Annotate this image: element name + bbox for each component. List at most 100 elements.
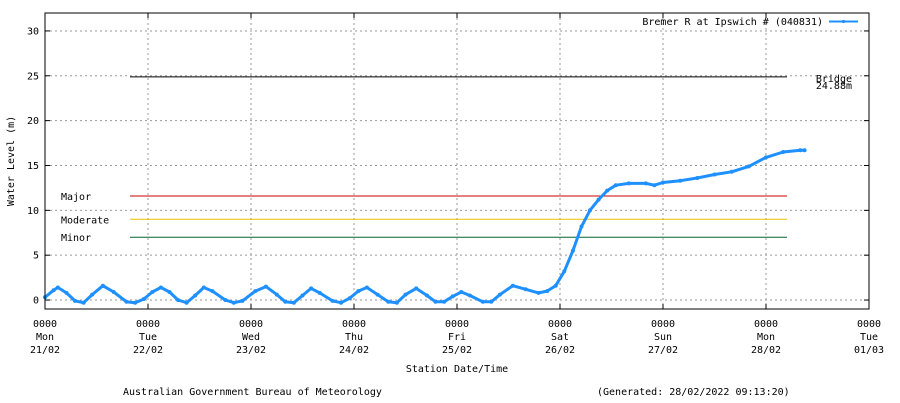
x-tick-label-time: 0000 xyxy=(342,319,366,330)
data-point xyxy=(73,298,77,303)
data-point xyxy=(184,300,189,305)
x-tick-label-date: 21/02 xyxy=(30,345,60,356)
legend: Bremer R at Ipswich # (040831) xyxy=(642,17,858,28)
data-point xyxy=(678,178,683,183)
data-point xyxy=(562,269,567,274)
data-point xyxy=(489,299,494,304)
data-point xyxy=(330,298,335,303)
data-point xyxy=(661,180,665,185)
data-point xyxy=(570,248,575,253)
data-point xyxy=(283,299,288,304)
x-tick-label-day: Tue xyxy=(139,332,157,343)
data-point xyxy=(111,290,116,294)
x-tick-label-time: 0000 xyxy=(239,319,263,330)
data-point xyxy=(274,292,279,297)
data-point xyxy=(433,299,438,304)
data-point xyxy=(798,148,803,153)
grid xyxy=(45,13,869,309)
data-point xyxy=(442,299,447,304)
footer-generated: (Generated: 28/02/2022 09:13:20) xyxy=(597,387,790,398)
data-point xyxy=(579,224,584,229)
data-point xyxy=(90,292,95,297)
data-point xyxy=(588,208,592,213)
data-point xyxy=(497,292,502,297)
data-point xyxy=(193,293,198,298)
legend-label: Bremer R at Ipswich # (040831) xyxy=(642,17,823,28)
threshold-label-major: Major xyxy=(61,192,91,203)
x-tick-label-time: 0000 xyxy=(548,319,572,330)
data-point xyxy=(347,296,352,301)
x-tick-label-day: Wed xyxy=(242,332,260,343)
data-point xyxy=(643,181,648,186)
data-point xyxy=(414,286,419,291)
x-tick-label-date: 28/02 xyxy=(751,345,781,356)
data-point xyxy=(223,298,228,302)
data-point xyxy=(652,183,657,188)
data-point xyxy=(553,283,558,288)
data-point xyxy=(264,284,268,289)
data-point xyxy=(300,293,305,298)
x-tick-label-date: 27/02 xyxy=(648,345,678,356)
threshold-label-bridge: Bridge xyxy=(816,74,852,85)
x-tick-label-date: 25/02 xyxy=(442,345,472,356)
y-tick-label: 15 xyxy=(27,161,39,172)
x-tick-label-time: 0000 xyxy=(754,319,778,330)
x-tick-label-day: Thu xyxy=(345,332,363,343)
threshold-label-moderate: Moderate xyxy=(61,215,109,226)
data-point xyxy=(712,172,717,177)
y-axis-label: Water Level (m) xyxy=(6,116,17,206)
data-point xyxy=(536,290,541,295)
x-tick-label-date: 22/02 xyxy=(133,345,163,356)
data-point xyxy=(746,164,751,169)
x-tick-label-day: Mon xyxy=(36,332,54,343)
data-point xyxy=(231,300,236,305)
data-point xyxy=(450,294,455,299)
data-point xyxy=(596,197,601,202)
x-axis-label: Station Date/Time xyxy=(406,364,508,375)
x-tick-label-day: Mon xyxy=(757,332,775,343)
data-point xyxy=(695,176,700,180)
data-point xyxy=(317,290,322,295)
y-tick-label: 0 xyxy=(33,296,39,307)
x-tick-label-time: 0000 xyxy=(445,319,469,330)
y-tick-label: 10 xyxy=(27,206,39,217)
y-tick-label: 30 xyxy=(27,26,39,37)
data-point xyxy=(764,155,768,160)
threshold-value-bridge: 24.88m xyxy=(816,81,852,92)
x-tick-label-time: 0000 xyxy=(33,319,57,330)
x-tick-label-day: Fri xyxy=(448,332,466,343)
footer-credit: Australian Government Bureau of Meteorol… xyxy=(123,387,382,398)
series-line xyxy=(43,148,807,305)
data-point xyxy=(605,188,610,193)
data-point xyxy=(201,285,206,290)
data-point xyxy=(523,287,528,292)
axes: 0 5 10 15 20 25 30 0000 Mon 21/02 0000 Tue 22/02 0000… xyxy=(27,13,884,356)
data-point xyxy=(364,285,369,290)
x-tick-label-date: 01/03 xyxy=(854,345,884,356)
data-point xyxy=(253,289,258,294)
y-tick-label: 25 xyxy=(27,71,39,82)
data-point xyxy=(781,150,786,154)
x-tick-label-date: 23/02 xyxy=(236,345,266,356)
data-point xyxy=(158,285,163,290)
data-point xyxy=(425,293,429,298)
data-point xyxy=(545,289,550,294)
data-point xyxy=(176,298,180,302)
data-point xyxy=(386,299,391,304)
data-point xyxy=(309,286,314,291)
data-point xyxy=(356,289,361,294)
data-point xyxy=(240,298,245,303)
data-point xyxy=(64,290,69,295)
data-point xyxy=(141,297,146,302)
x-tick-label-day: Sun xyxy=(654,332,672,343)
data-point xyxy=(459,290,464,294)
threshold-label-minor: Minor xyxy=(61,233,91,244)
x-tick-label-time: 0000 xyxy=(136,319,160,330)
data-point xyxy=(100,283,105,288)
data-point xyxy=(403,292,408,297)
data-point xyxy=(339,300,344,305)
x-tick-label-date: 26/02 xyxy=(545,345,575,356)
data-point xyxy=(150,290,155,294)
